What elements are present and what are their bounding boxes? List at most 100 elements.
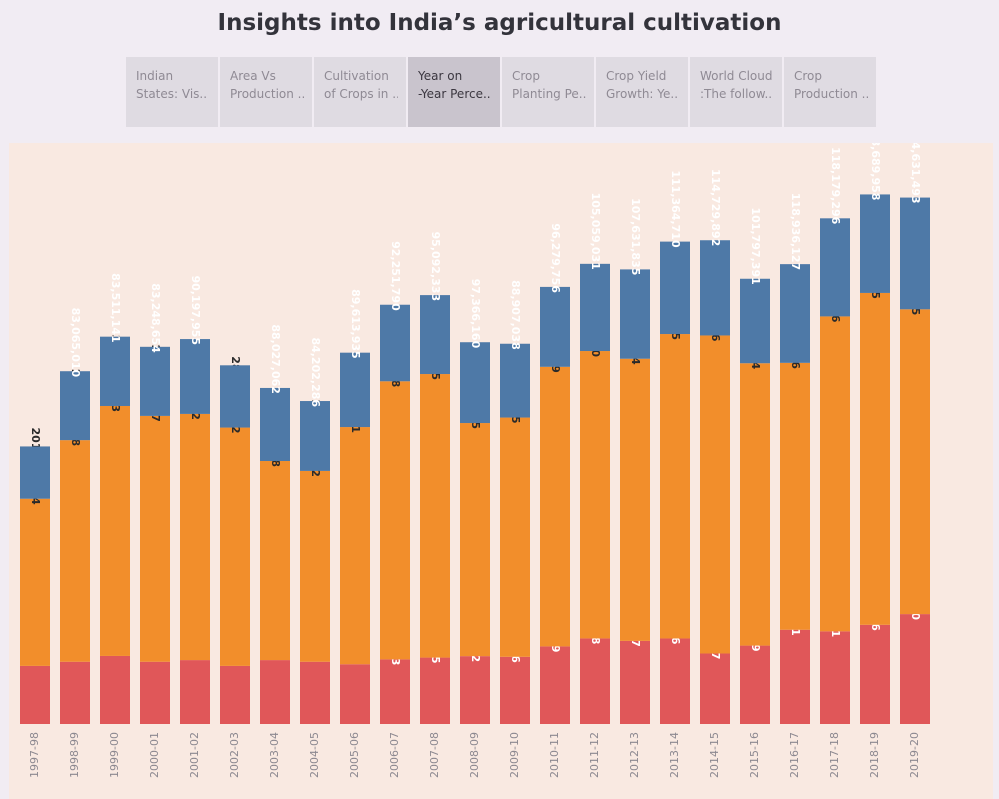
- bar-top-2002-03[interactable]: [220, 365, 250, 428]
- bar-top-2012-13[interactable]: [620, 269, 650, 359]
- bar-middle-2019-20[interactable]: [900, 309, 930, 615]
- x-tick-label: 2017-18: [828, 732, 841, 778]
- bar-middle-1999-00[interactable]: [100, 405, 130, 656]
- data-label-top-2017-18: 118,179,296: [829, 147, 842, 225]
- x-tick-label: 2013-14: [668, 732, 681, 778]
- bar-bottom-2004-05[interactable]: [300, 661, 330, 724]
- bar-top-1999-00[interactable]: [100, 336, 130, 406]
- bar-top-2005-06[interactable]: [340, 352, 370, 428]
- bar-middle-2013-14[interactable]: [660, 334, 690, 639]
- bar-bottom-2013-14[interactable]: [660, 638, 690, 724]
- bar-middle-2015-16[interactable]: [740, 363, 770, 646]
- bar-middle-2008-09[interactable]: [460, 423, 490, 657]
- bar-bottom-2008-09[interactable]: [460, 656, 490, 724]
- tab-5[interactable]: Crop Planting Pe..: [502, 57, 594, 127]
- bar-middle-2016-17[interactable]: [780, 362, 810, 630]
- bar-top-2013-14[interactable]: [660, 241, 690, 335]
- bar-bottom-2017-18[interactable]: [820, 631, 850, 724]
- bar-middle-2003-04[interactable]: [260, 461, 290, 661]
- bar-bottom-2003-04[interactable]: [260, 660, 290, 724]
- bar-top-2003-04[interactable]: [260, 387, 290, 462]
- bar-top-2014-15[interactable]: [700, 240, 730, 336]
- bar-top-2004-05[interactable]: [300, 401, 330, 471]
- bar-middle-2007-08[interactable]: [420, 374, 450, 658]
- tab-label-line2: :The follow..: [700, 87, 773, 101]
- bar-top-2015-16[interactable]: [740, 278, 770, 364]
- bar-middle-2010-11[interactable]: [540, 366, 570, 647]
- bar-top-2017-18[interactable]: [820, 218, 850, 317]
- tab-1[interactable]: Indian States: Vis..: [126, 57, 218, 127]
- bar-top-2000-01[interactable]: [140, 346, 170, 416]
- data-label-top-2016-17: 118,936,127: [789, 193, 802, 270]
- tab-label-line1: Area Vs: [230, 69, 276, 83]
- bar-bottom-2011-12[interactable]: [580, 638, 610, 724]
- bar-middle-2001-02[interactable]: [180, 413, 210, 661]
- bar-top-2010-11[interactable]: [540, 286, 570, 367]
- tab-label-line1: Crop: [512, 69, 541, 83]
- bar-middle-2012-13[interactable]: [620, 358, 650, 641]
- bar-middle-2000-01[interactable]: [140, 415, 170, 662]
- page-title: Insights into India’s agricultural culti…: [217, 10, 782, 36]
- data-label-top-2013-14: 111,364,710: [669, 170, 682, 248]
- bar-top-2007-08[interactable]: [420, 295, 450, 375]
- bar-bottom-2006-07[interactable]: [380, 659, 410, 724]
- tab-6[interactable]: Crop Yield Growth: Ye..: [596, 57, 688, 127]
- bar-middle-2004-05[interactable]: [300, 470, 330, 662]
- data-label-top-2008-09: 97,366,160: [469, 279, 482, 349]
- bar-bottom-2005-06[interactable]: [340, 664, 370, 724]
- bar-bottom-2002-03[interactable]: [220, 665, 250, 724]
- x-tick-label: 1998-99: [68, 732, 81, 778]
- x-tick-label: 2005-06: [348, 732, 361, 778]
- tab-3[interactable]: Cultivation of Crops in ..: [314, 57, 406, 127]
- bar-top-2011-12[interactable]: [580, 263, 610, 352]
- tab-7[interactable]: World Cloud:The follow..: [690, 57, 782, 127]
- x-tick-label: 2004-05: [308, 732, 321, 778]
- bar-top-1998-99[interactable]: [60, 371, 90, 441]
- bar-bottom-1997-98[interactable]: [20, 665, 50, 724]
- bar-middle-2006-07[interactable]: [380, 381, 410, 660]
- bar-middle-2017-18[interactable]: [820, 316, 850, 632]
- tab-8[interactable]: Crop Production ..: [784, 57, 876, 127]
- data-label-top-2000-01: 83,248,654: [149, 283, 162, 353]
- bar-bottom-2012-13[interactable]: [620, 640, 650, 724]
- tab-4[interactable]: Year on -Year Perce..: [408, 57, 500, 127]
- x-tick-label: 2015-16: [748, 732, 761, 778]
- bar-middle-2002-03[interactable]: [220, 427, 250, 666]
- x-tick-label: 2002-03: [228, 732, 241, 778]
- bar-top-2018-19[interactable]: [860, 194, 890, 293]
- bar-bottom-1999-00[interactable]: [100, 655, 130, 724]
- bar-top-1997-98[interactable]: [20, 446, 50, 499]
- bar-bottom-2010-11[interactable]: [540, 646, 570, 724]
- bar-bottom-2015-16[interactable]: [740, 645, 770, 724]
- data-label-top-2015-16: 101,797,391: [749, 208, 762, 285]
- tab-label-line2: Production ..: [230, 87, 304, 101]
- bar-bottom-1998-99[interactable]: [60, 661, 90, 724]
- tab-2[interactable]: Area Vs Production ..: [220, 57, 312, 127]
- bar-middle-1997-98[interactable]: [20, 498, 50, 666]
- data-label-top-2009-10: 88,907,038: [509, 280, 522, 350]
- bar-bottom-2019-20[interactable]: [900, 614, 930, 724]
- data-label-top-2018-19: 118,689,958: [869, 143, 882, 200]
- bar-bottom-2014-15[interactable]: [700, 653, 730, 724]
- bar-middle-1998-99[interactable]: [60, 440, 90, 662]
- bar-bottom-2001-02[interactable]: [180, 660, 210, 724]
- bar-middle-2018-19[interactable]: [860, 292, 890, 625]
- bar-top-2001-02[interactable]: [180, 339, 210, 414]
- bar-middle-2011-12[interactable]: [580, 351, 610, 639]
- bar-top-2016-17[interactable]: [780, 264, 810, 363]
- data-label-top-2012-13: 107,631,835: [629, 198, 642, 275]
- bar-top-2019-20[interactable]: [900, 197, 930, 310]
- bar-middle-2005-06[interactable]: [340, 427, 370, 665]
- bar-middle-2009-10[interactable]: [500, 417, 530, 657]
- bar-top-2006-07[interactable]: [380, 304, 410, 382]
- bar-middle-2014-15[interactable]: [700, 335, 730, 654]
- x-tick-label: 2009-10: [508, 732, 521, 778]
- bar-bottom-2018-19[interactable]: [860, 624, 890, 724]
- bar-bottom-2007-08[interactable]: [420, 657, 450, 724]
- bar-bottom-2009-10[interactable]: [500, 656, 530, 724]
- bar-bottom-2000-01[interactable]: [140, 661, 170, 724]
- bar-top-2009-10[interactable]: [500, 343, 530, 418]
- bar-top-2008-09[interactable]: [460, 342, 490, 424]
- x-tick-label: 2006-07: [388, 732, 401, 778]
- bar-bottom-2016-17[interactable]: [780, 629, 810, 724]
